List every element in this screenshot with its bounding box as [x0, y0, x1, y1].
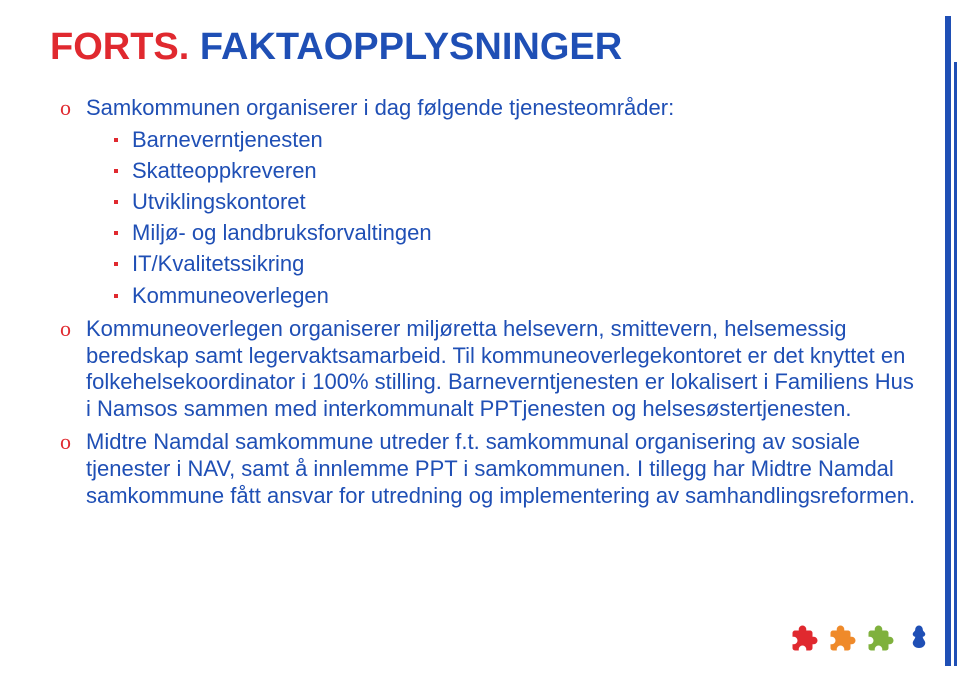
sub-item: Kommuneoverlegen [114, 282, 918, 310]
puzzle-green-icon [866, 623, 896, 653]
sub-item: Skatteoppkreveren [114, 157, 918, 185]
sub-item-text: Skatteoppkreveren [132, 158, 317, 183]
list-item: Samkommunen organiserer i dag følgende t… [60, 95, 918, 310]
sub-item-text: Utviklingskontoret [132, 189, 306, 214]
sub-item: Utviklingskontoret [114, 188, 918, 216]
list-item-text: Midtre Namdal samkommune utreder f.t. sa… [86, 429, 915, 508]
list-item-text: Kommuneoverlegen organiserer miljøretta … [86, 316, 914, 421]
decor-icons [790, 623, 934, 653]
decor-vbar [945, 16, 951, 666]
puzzle-red-icon [790, 623, 820, 653]
slide-title: FORTS. FAKTAOPPLYSNINGER [50, 26, 918, 69]
sub-item: IT/Kvalitetssikring [114, 250, 918, 278]
sub-item-text: Kommuneoverlegen [132, 283, 329, 308]
list-item: Kommuneoverlegen organiserer miljøretta … [60, 316, 918, 423]
bullet-list: Samkommunen organiserer i dag følgende t… [50, 95, 918, 510]
sub-item: Miljø- og landbruksforvaltingen [114, 219, 918, 247]
sub-item-text: IT/Kvalitetssikring [132, 251, 304, 276]
puzzle-blue-icon [904, 623, 934, 653]
sub-item-text: Miljø- og landbruksforvaltingen [132, 220, 432, 245]
list-item-text: Samkommunen organiserer i dag følgende t… [86, 95, 674, 120]
puzzle-orange-icon [828, 623, 858, 653]
sub-item-text: Barneverntjenesten [132, 127, 323, 152]
slide: FORTS. FAKTAOPPLYSNINGER Samkommunen org… [0, 0, 960, 681]
sub-list: Barneverntjenesten Skatteoppkreveren Utv… [86, 126, 918, 310]
list-item: Midtre Namdal samkommune utreder f.t. sa… [60, 429, 918, 509]
title-blue: FAKTAOPPLYSNINGER [189, 26, 622, 68]
sub-item: Barneverntjenesten [114, 126, 918, 154]
title-red: FORTS. [50, 26, 189, 68]
decor-vbar-thin [954, 62, 957, 666]
